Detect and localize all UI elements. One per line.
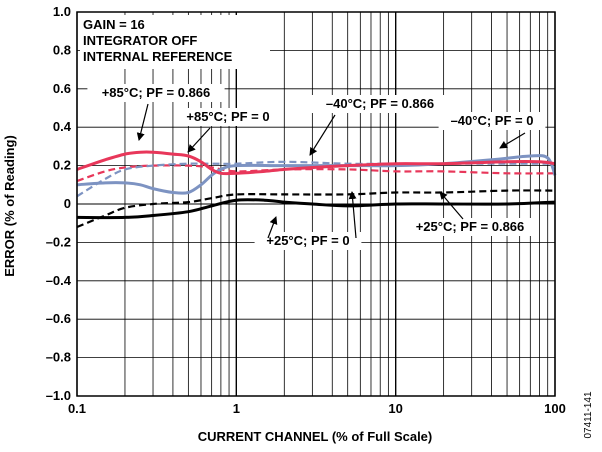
annotation-arrow [439,191,464,220]
annotation-label: –40°C; PF = 0.866 [326,96,434,111]
annotation-bg [311,95,449,113]
condition-line: GAIN = 16 [83,17,145,32]
y-tick-label: 0.8 [53,42,71,57]
y-tick-label: 1.0 [53,4,71,19]
annotation-arrow [187,127,211,153]
y-tick-label: –1.0 [46,388,71,403]
y-tick-label: 0 [64,196,71,211]
y-tick-label: –0.4 [46,273,72,288]
series-line-85-c-pf-0-866 [76,164,556,183]
condition-line: INTEGRATOR OFF [83,33,197,48]
annotation-arrow [267,216,278,239]
series-line-25-c-pf-0 [76,198,556,220]
y-tick-label: 0.4 [53,119,72,134]
annotation-bg [174,108,282,126]
y-tick-label: –0.6 [46,311,71,326]
annotation-label: +25°C; PF = 0 [266,233,349,248]
plot-frame [76,11,556,397]
y-tick-label: –0.2 [46,234,71,249]
y-tick-label: 0.6 [53,81,71,96]
annotation-arrow [348,191,357,239]
condition-line: INTERNAL REFERENCE [83,49,233,64]
y-tick-label: –0.8 [46,350,71,365]
y-axis-label: ERROR (% of Reading) [2,135,17,277]
annotation-arrow [499,132,526,149]
x-tick-label: 100 [544,401,566,416]
annotation-bg [254,232,362,250]
annotation-arrow [136,103,149,141]
figure-id: 07411-141 [583,391,594,439]
annotations: +85°C; PF = 0.866 +85°C; PF = 0 –40°C; PF … [87,84,546,250]
x-tick-label: 1 [233,401,240,416]
annotation-bg [401,218,539,236]
series-group [76,150,557,229]
annotation-label: +85°C; PF = 0.866 [102,85,211,100]
conditions-bg [80,15,270,69]
series-line-85-c-pf-0 [76,150,556,176]
annotation-bg [87,84,225,102]
x-tick-label: 0.1 [68,401,86,416]
x-axis-label: CURRENT CHANNEL (% of Full Scale) [198,429,433,444]
annotation-label: –40°C; PF = 0 [451,113,534,128]
y-tick-label: 0.2 [53,158,71,173]
tick-labels: 1.0 0.8 0.6 0.4 0.2 0 –0.2 –0.4 –0.6 –0.8 –1.00.1 1… [46,4,566,416]
annotation-arrow [309,114,336,156]
series-line-40-c-pf-0 [76,154,557,195]
annotation-label: +85°C; PF = 0 [186,109,269,124]
annotation-label: +25°C; PF = 0.866 [416,219,525,234]
annotation-bg [438,112,546,130]
x-tick-label: 10 [388,401,402,416]
